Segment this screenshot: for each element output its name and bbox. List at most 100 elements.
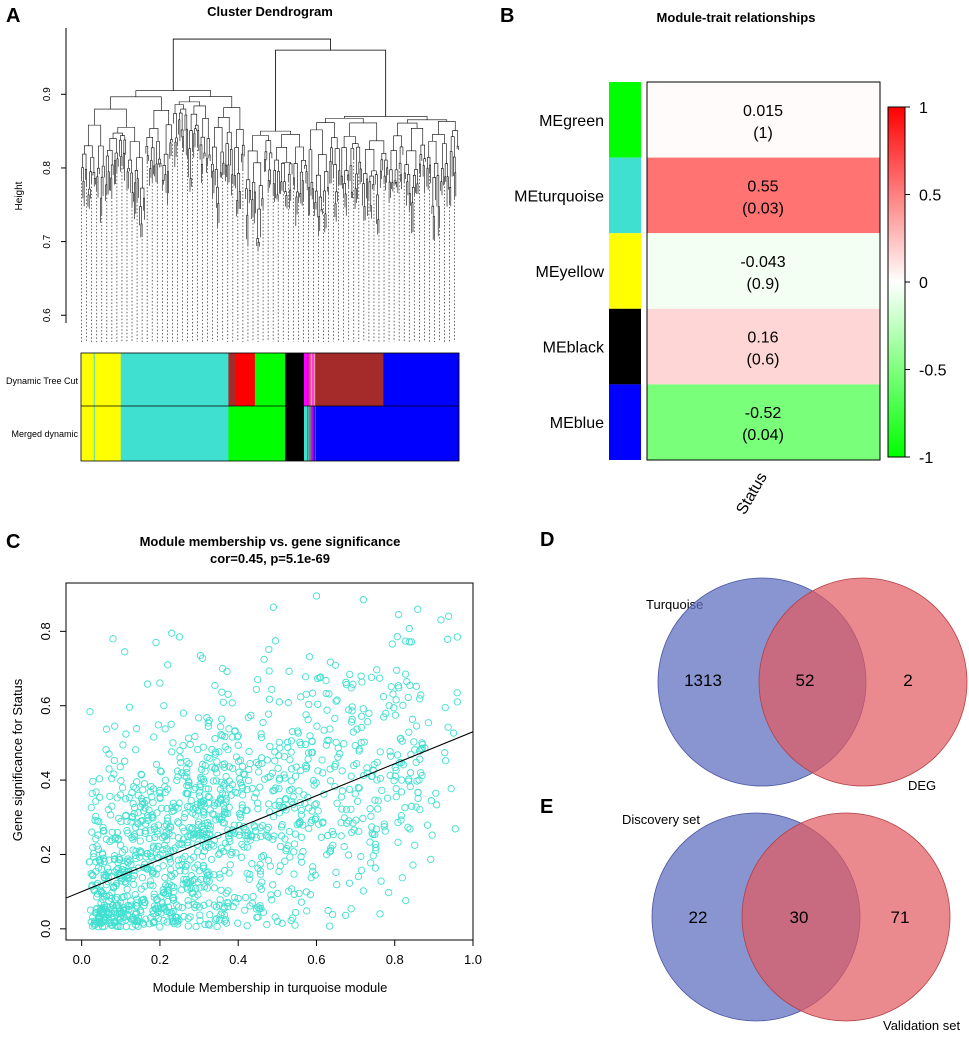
scatter-point — [380, 713, 388, 721]
scatter-point — [337, 819, 345, 827]
dendrogram-branch — [241, 144, 245, 157]
merged-dynamic-segment — [228, 406, 286, 461]
scatter-point — [191, 784, 200, 792]
scatter-point — [100, 901, 109, 909]
scatter-point — [206, 831, 214, 839]
scatter-point — [453, 633, 461, 641]
scatter-point — [394, 682, 403, 690]
scatter-point — [402, 896, 410, 905]
scatter-point — [288, 785, 296, 793]
venn-e-only-a: 22 — [689, 908, 708, 927]
dendrogram-branch — [231, 174, 234, 196]
dendrogram-branch — [193, 133, 196, 158]
scatter-point — [338, 767, 346, 775]
scatter-point — [154, 821, 162, 829]
dendrogram-branch — [364, 149, 375, 174]
scatter-point — [302, 761, 310, 770]
scatter-points — [85, 592, 461, 931]
venn-d-set-b-label: DEG — [908, 778, 936, 793]
scatter-point — [123, 892, 131, 900]
scatter-point — [203, 884, 211, 892]
scatter-point — [324, 831, 332, 840]
scatter-point — [416, 805, 424, 814]
scatter-point — [142, 853, 150, 861]
scatter-point — [108, 802, 116, 810]
heatmap-frame — [646, 81, 881, 461]
dendrogram-branch — [212, 146, 217, 170]
dendrogram-branch — [119, 139, 122, 157]
scatter-point — [332, 880, 341, 889]
row-label-dynamic-tree-cut: Dynamic Tree Cut — [6, 376, 79, 386]
scatter-point — [223, 667, 231, 676]
scatter-point — [168, 872, 176, 881]
scatter-point — [307, 873, 315, 882]
scatter-point — [149, 799, 157, 807]
scatter-point — [354, 872, 363, 881]
scatter-point — [315, 820, 323, 828]
panel-b: B Module-trait relationships MEgreen 0.01… — [500, 5, 947, 518]
scatter-point — [277, 823, 286, 831]
scatter-point — [271, 637, 280, 645]
scatter-point — [286, 756, 294, 764]
module-color-swatch — [609, 308, 641, 385]
scatter-point — [99, 823, 107, 832]
scatter-point — [248, 784, 256, 793]
scatter-point — [125, 703, 134, 711]
heatmap-cor-value: -0.043 — [740, 254, 785, 271]
scatter-point — [292, 763, 300, 771]
dendrogram-branch — [128, 159, 133, 174]
dendrogram-branch — [376, 194, 379, 224]
dendrogram-branch — [224, 164, 227, 182]
scatter-point — [392, 793, 400, 801]
dendrogram-branch — [238, 191, 241, 210]
scatter-point — [404, 693, 412, 702]
scatter-point — [394, 610, 403, 619]
scatter-point — [211, 764, 220, 773]
scatter-point — [150, 733, 158, 741]
scatter-point — [314, 767, 322, 775]
scatter-point — [275, 738, 283, 746]
scatter-point — [245, 765, 253, 774]
scatter-point — [219, 818, 227, 827]
scatter-fit-line — [66, 731, 473, 899]
dendrogram-branch — [386, 167, 389, 183]
scatter-point — [222, 795, 230, 803]
scatter-point — [183, 757, 191, 766]
scatter-point — [131, 851, 140, 860]
scatter-point — [405, 638, 413, 646]
scatter-point — [103, 907, 111, 916]
scatter-point — [253, 799, 262, 807]
scatter-point — [204, 792, 213, 801]
scatter-point — [258, 759, 266, 768]
dendrogram-branch — [308, 149, 313, 188]
scatter-point — [447, 785, 455, 793]
dendrogram-branch — [120, 135, 126, 141]
scatter-point — [218, 732, 226, 740]
dendrogram-branch — [241, 153, 244, 170]
scatter-point — [348, 715, 356, 723]
scatter-point — [347, 718, 356, 726]
scatter-point — [100, 892, 108, 900]
scatter-point — [284, 738, 292, 746]
venn-e-both: 30 — [790, 908, 809, 927]
scatter-point — [211, 799, 219, 807]
scatter-point — [302, 711, 310, 719]
scatter-point — [238, 801, 246, 809]
scatter-point — [333, 799, 341, 807]
dendrogram-y-tick-label: 0.8 — [42, 161, 53, 175]
scatter-point — [141, 829, 149, 837]
scatter-point — [184, 790, 192, 798]
dendrogram-branch — [323, 190, 326, 214]
scatter-point — [338, 805, 346, 813]
dendrogram-branch — [200, 136, 205, 153]
scatter-point — [167, 882, 176, 890]
heatmap-row-label: MEturquoise — [514, 188, 604, 205]
scatter-point — [406, 782, 414, 791]
scatter-point — [297, 693, 305, 701]
scatter-point — [340, 740, 348, 748]
dendrogram-branch — [268, 169, 271, 185]
scatter-point — [188, 877, 197, 885]
scatter-point — [121, 648, 129, 656]
scatter-point — [152, 845, 161, 853]
dendrogram-branch — [105, 184, 108, 201]
